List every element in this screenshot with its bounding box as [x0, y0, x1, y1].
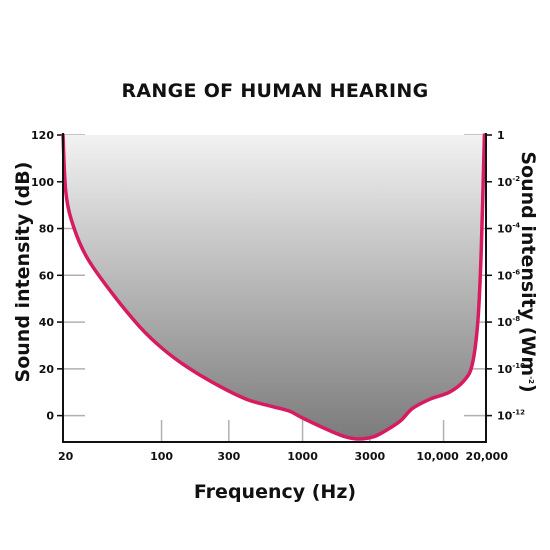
x-tick-label: 20,000	[466, 450, 509, 463]
left-y-tick-label: 40	[39, 316, 55, 329]
right-y-tick-label: 10-2	[497, 175, 520, 189]
left-y-axis-title: Sound intensity (dB)	[12, 162, 34, 383]
x-tick-label: 100	[150, 450, 173, 463]
audible-range-area	[63, 135, 485, 439]
left-y-tick-label: 60	[39, 269, 55, 282]
left-y-tick-label: 20	[39, 363, 55, 376]
x-tick-label: 1000	[287, 450, 318, 463]
right-y-axis-title-end: )	[517, 384, 539, 393]
right-y-tick-label: 10-10	[497, 362, 525, 376]
tick-labels: 0 20 40 60 80 100 120 1 10-2 10-4 10-6 10-8 10-10 10-…	[31, 129, 525, 463]
left-y-tick-label: 80	[39, 223, 55, 236]
right-y-tick-label: 1	[497, 129, 505, 142]
hearing-threshold-curve	[61, 133, 487, 441]
right-y-tick-label: 10-4	[497, 222, 520, 236]
right-y-tick-label: 10-12	[497, 409, 525, 423]
right-y-tick-label: 10-8	[497, 315, 520, 329]
right-y-tick-label: 10-6	[497, 268, 520, 282]
x-tick-label: 3000	[355, 450, 386, 463]
x-tick-label: 300	[217, 450, 240, 463]
x-axis-title: Frequency (Hz)	[194, 481, 356, 503]
left-y-tick-label: 120	[31, 129, 54, 142]
x-tick-label: 10,000	[416, 450, 459, 463]
left-y-tick-label: 100	[31, 176, 54, 189]
chart-title: RANGE OF HUMAN HEARING	[121, 80, 428, 102]
right-y-axis-title-exponent: -2	[527, 376, 535, 384]
x-tick-label: 20	[58, 450, 74, 463]
right-y-axis-title: Sound intensity (Wm-2)	[517, 151, 539, 392]
left-y-tick-label: 0	[46, 410, 54, 423]
right-y-axis-title-base: Sound intensity (Wm	[517, 151, 539, 376]
